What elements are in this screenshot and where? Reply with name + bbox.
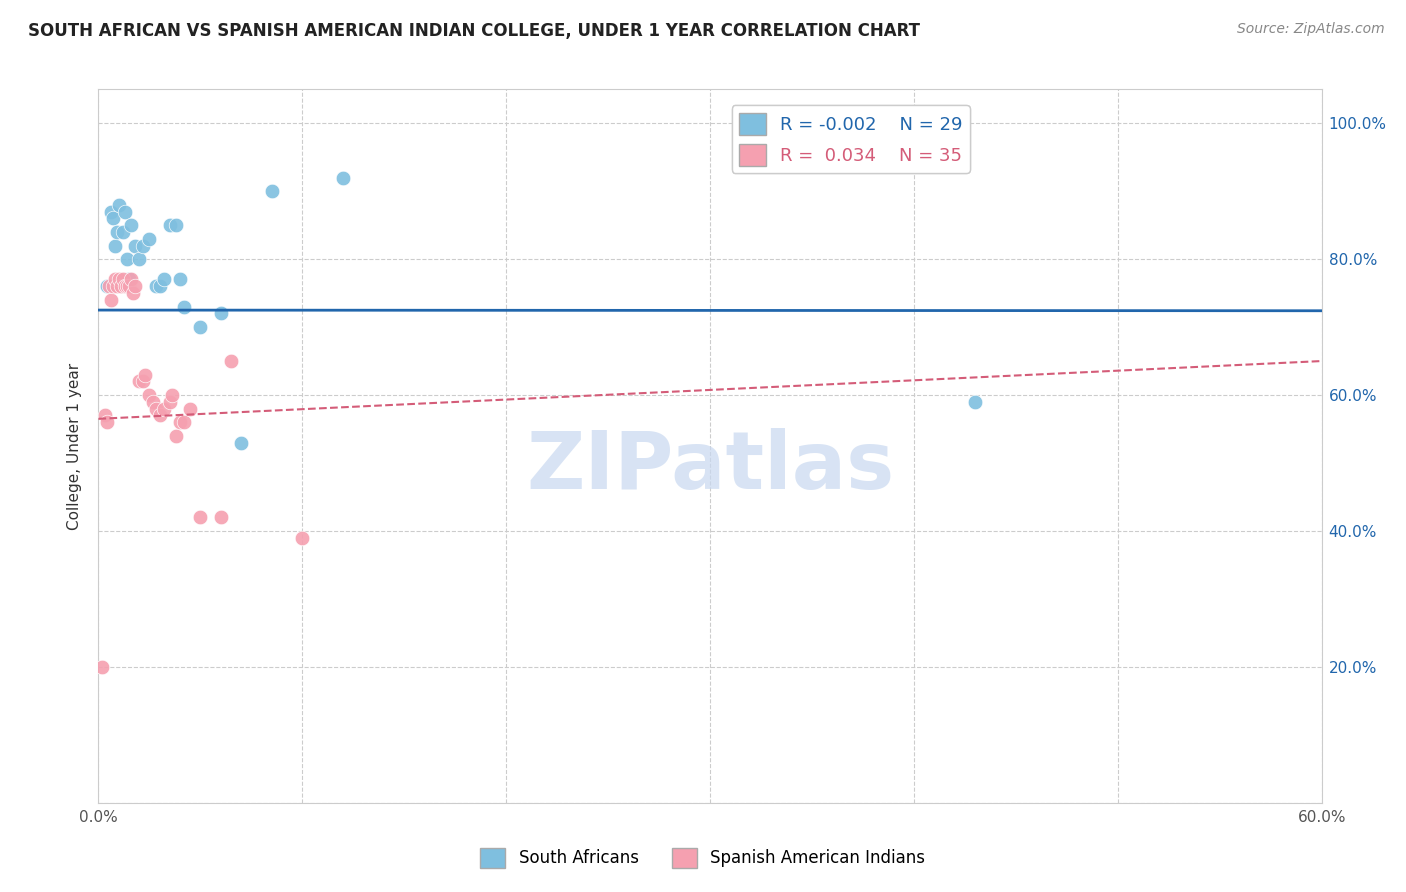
Point	[104, 272, 127, 286]
Point	[120, 272, 142, 286]
Point	[124, 238, 146, 252]
Point	[165, 218, 187, 232]
Point	[332, 170, 354, 185]
Point	[101, 211, 124, 226]
Point	[159, 218, 181, 232]
Point	[291, 531, 314, 545]
Point	[100, 204, 122, 219]
Point	[122, 286, 145, 301]
Point	[108, 198, 131, 212]
Point	[115, 252, 138, 266]
Point	[91, 660, 114, 674]
Point	[149, 409, 172, 423]
Point	[118, 272, 141, 286]
Point	[138, 232, 160, 246]
Point	[801, 116, 824, 130]
Point	[124, 279, 146, 293]
Text: Source: ZipAtlas.com: Source: ZipAtlas.com	[1237, 22, 1385, 37]
Point	[149, 279, 172, 293]
Point	[114, 204, 136, 219]
Point	[120, 218, 142, 232]
Point	[104, 238, 127, 252]
Point	[142, 394, 165, 409]
Point	[110, 279, 132, 293]
Point	[97, 279, 120, 293]
Legend: R = -0.002    N = 29, R =  0.034    N = 35: R = -0.002 N = 29, R = 0.034 N = 35	[731, 105, 970, 173]
Point	[965, 394, 987, 409]
Text: ZIPatlas: ZIPatlas	[526, 428, 894, 507]
Point	[111, 272, 134, 286]
Point	[165, 429, 187, 443]
Point	[114, 279, 136, 293]
Point	[152, 401, 174, 416]
Point	[101, 279, 124, 293]
Point	[179, 401, 201, 416]
Y-axis label: College, Under 1 year: College, Under 1 year	[67, 362, 83, 530]
Point	[96, 415, 118, 429]
Point	[128, 252, 150, 266]
Point	[145, 401, 167, 416]
Point	[132, 375, 155, 389]
Point	[128, 375, 150, 389]
Point	[231, 435, 253, 450]
Point	[115, 279, 138, 293]
Point	[132, 238, 155, 252]
Point	[219, 354, 242, 368]
Point	[145, 279, 167, 293]
Text: SOUTH AFRICAN VS SPANISH AMERICAN INDIAN COLLEGE, UNDER 1 YEAR CORRELATION CHART: SOUTH AFRICAN VS SPANISH AMERICAN INDIAN…	[28, 22, 920, 40]
Point	[188, 510, 212, 524]
Point	[209, 306, 232, 320]
Legend: South Africans, Spanish American Indians: South Africans, Spanish American Indians	[474, 841, 932, 875]
Point	[118, 279, 141, 293]
Point	[169, 415, 191, 429]
Point	[108, 272, 131, 286]
Point	[173, 300, 195, 314]
Point	[105, 225, 128, 239]
Point	[134, 368, 156, 382]
Point	[111, 225, 134, 239]
Point	[96, 279, 118, 293]
Point	[152, 272, 174, 286]
Point	[160, 388, 183, 402]
Point	[100, 293, 122, 307]
Point	[260, 184, 283, 198]
Point	[188, 320, 212, 334]
Point	[169, 272, 191, 286]
Point	[173, 415, 195, 429]
Point	[138, 388, 160, 402]
Point	[209, 510, 232, 524]
Point	[159, 394, 181, 409]
Point	[93, 409, 115, 423]
Point	[105, 279, 128, 293]
